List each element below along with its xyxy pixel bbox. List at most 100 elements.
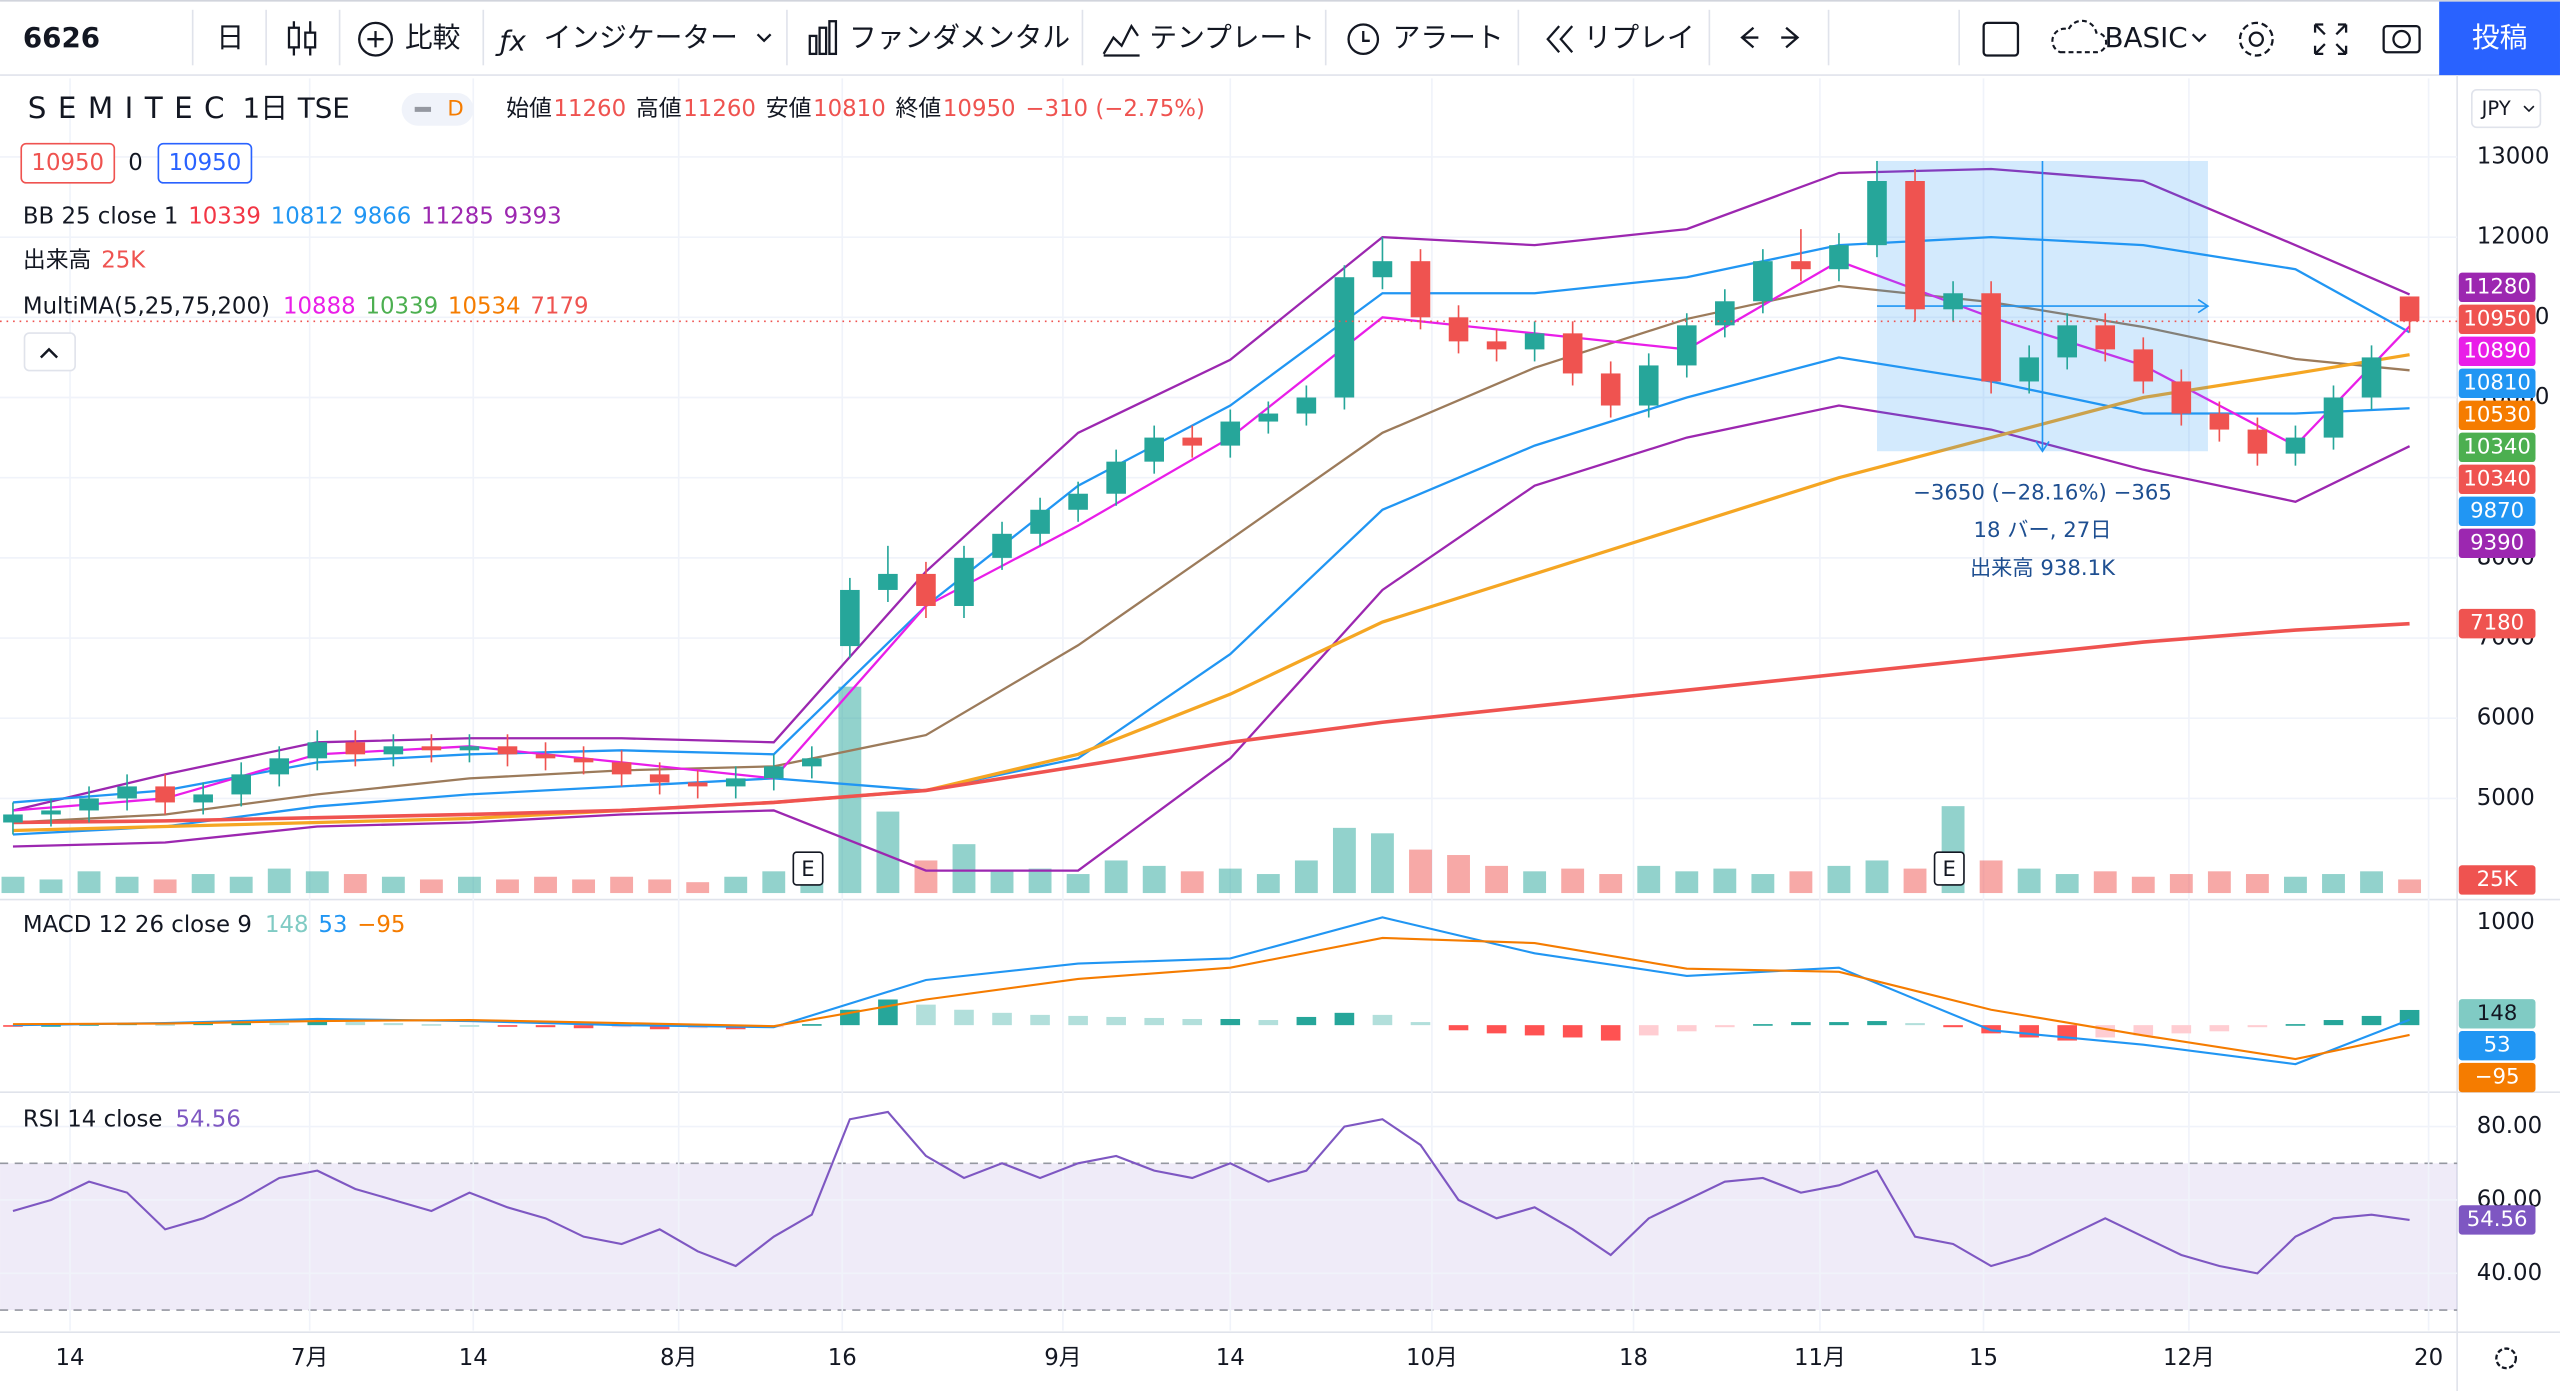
macd-histogram bbox=[193, 1023, 213, 1026]
publish-label[interactable]: 投稿 bbox=[2472, 21, 2528, 54]
macd-histogram bbox=[1943, 1025, 1963, 1028]
price-badge-bg bbox=[2458, 496, 2536, 527]
candle-body bbox=[1905, 181, 1925, 310]
template-icon[interactable] bbox=[1102, 23, 1140, 57]
candle-type-icon[interactable] bbox=[287, 21, 317, 56]
layout-icon[interactable] bbox=[1982, 21, 2020, 57]
toolbar-item[interactable]: テンプレート bbox=[1149, 21, 1315, 54]
chevron[interactable] bbox=[2191, 33, 2207, 43]
macd-histogram bbox=[1410, 1022, 1431, 1026]
fullscreen-icon[interactable] bbox=[2313, 23, 2348, 56]
price-badge-bg bbox=[2458, 336, 2536, 367]
event-label: E bbox=[1943, 857, 1956, 882]
ma-value: 7179 bbox=[530, 293, 588, 319]
candle-body bbox=[1182, 437, 1203, 446]
bb-value: 11285 bbox=[421, 204, 494, 230]
symbol-search[interactable]: 6626 bbox=[23, 21, 100, 54]
publish-button[interactable] bbox=[2439, 1, 2560, 76]
volume-bar bbox=[876, 811, 900, 894]
macd-histogram bbox=[916, 1004, 936, 1026]
timeframe-button[interactable]: 日 bbox=[216, 21, 244, 54]
macd-histogram bbox=[2285, 1024, 2306, 1026]
volume-bar bbox=[1789, 871, 1813, 894]
macd-histogram bbox=[1068, 1015, 1088, 1026]
compare-icon[interactable] bbox=[358, 21, 393, 57]
toolbar-item[interactable]: ファンダメンタル bbox=[849, 21, 1070, 54]
volume-bar bbox=[534, 876, 557, 894]
volume-bar bbox=[2398, 879, 2422, 894]
macd-histogram bbox=[1486, 1025, 1507, 1034]
candle-body bbox=[155, 786, 175, 803]
macd-badge-bg bbox=[2458, 999, 2536, 1029]
macd-histogram bbox=[954, 1009, 974, 1026]
candle-body bbox=[1068, 493, 1088, 510]
candle-body bbox=[1829, 245, 1849, 270]
alert-icon[interactable] bbox=[1347, 23, 1380, 56]
volume-bar bbox=[153, 879, 177, 894]
candle-body bbox=[1030, 509, 1050, 534]
volume-bar bbox=[2360, 871, 2383, 894]
macd-histogram bbox=[383, 1023, 404, 1026]
settings-icon[interactable] bbox=[2238, 21, 2274, 57]
volume-bar bbox=[2207, 871, 2231, 894]
toolbar-item[interactable]: アラート bbox=[1393, 21, 1504, 54]
price-badge: 9390 bbox=[2470, 530, 2524, 555]
toolbar-item[interactable]: リプレイ bbox=[1584, 21, 1695, 54]
x-tick-label: 11月 bbox=[1794, 1345, 1846, 1371]
volume-bar bbox=[648, 879, 672, 894]
volume-bar bbox=[572, 879, 596, 894]
toolbar-item[interactable]: 比較 bbox=[405, 21, 461, 54]
rsi-band bbox=[0, 1163, 2458, 1311]
macd-histogram bbox=[878, 999, 898, 1026]
macd-histogram bbox=[1867, 1021, 1887, 1026]
volume-bar bbox=[267, 868, 291, 894]
macd-histogram bbox=[2361, 1015, 2382, 1026]
macd-badge: 148 bbox=[2477, 1001, 2518, 1026]
candle-body bbox=[535, 754, 556, 759]
price-badge-bg bbox=[2458, 608, 2536, 639]
measure-arrow bbox=[2197, 298, 2210, 314]
volume-bar bbox=[1979, 860, 2003, 894]
candle-body bbox=[687, 782, 708, 787]
volume-bar bbox=[838, 686, 862, 894]
candle-body bbox=[2209, 413, 2230, 430]
snapshot-icon[interactable] bbox=[2382, 24, 2421, 54]
volume-bar bbox=[229, 876, 253, 894]
time-settings-icon[interactable] bbox=[2495, 1347, 2518, 1370]
volume-bar bbox=[305, 871, 329, 894]
volume-bar bbox=[1447, 855, 1470, 894]
macd-histogram bbox=[802, 1024, 822, 1026]
bb-value: 10812 bbox=[271, 204, 344, 230]
bid: 10950 bbox=[31, 150, 104, 176]
undo-icon[interactable] bbox=[1740, 26, 1759, 49]
x-tick-label: 9月 bbox=[1044, 1345, 1081, 1371]
cloud-icon[interactable] bbox=[2051, 19, 2108, 54]
layout-name[interactable]: BASIC bbox=[2104, 21, 2187, 54]
volume-bar bbox=[1142, 865, 1166, 894]
volume-bar bbox=[2245, 874, 2269, 894]
candle-body bbox=[2285, 437, 2306, 454]
legend-interval: 1日 bbox=[243, 91, 288, 124]
macd-histogram bbox=[992, 1012, 1012, 1026]
y-tick-label: 6000 bbox=[2477, 705, 2535, 731]
macd-histogram bbox=[459, 1025, 480, 1027]
volume-bar bbox=[1713, 868, 1737, 894]
volume-bar bbox=[1218, 868, 1242, 894]
chevron[interactable] bbox=[756, 33, 772, 43]
macd-histogram bbox=[3, 1025, 23, 1027]
volume-bar bbox=[1675, 871, 1699, 894]
fundamental-icon[interactable] bbox=[808, 20, 838, 56]
replay-icon[interactable] bbox=[1546, 25, 1574, 53]
macd-histogram bbox=[497, 1025, 518, 1027]
x-tick-label: 20 bbox=[2414, 1345, 2443, 1371]
macd-histogram bbox=[2247, 1025, 2268, 1028]
volume-bar bbox=[1104, 860, 1128, 894]
fx-icon[interactable]: ƒx bbox=[495, 24, 527, 57]
toolbar-item[interactable]: インジケーター bbox=[544, 21, 738, 54]
bid-box bbox=[20, 142, 116, 184]
candle-body bbox=[611, 762, 632, 775]
macd-badge: −95 bbox=[2475, 1065, 2520, 1090]
macd-histogram bbox=[1372, 1014, 1393, 1026]
macd-histogram bbox=[2019, 1025, 2039, 1038]
redo-icon[interactable] bbox=[1781, 26, 1800, 49]
